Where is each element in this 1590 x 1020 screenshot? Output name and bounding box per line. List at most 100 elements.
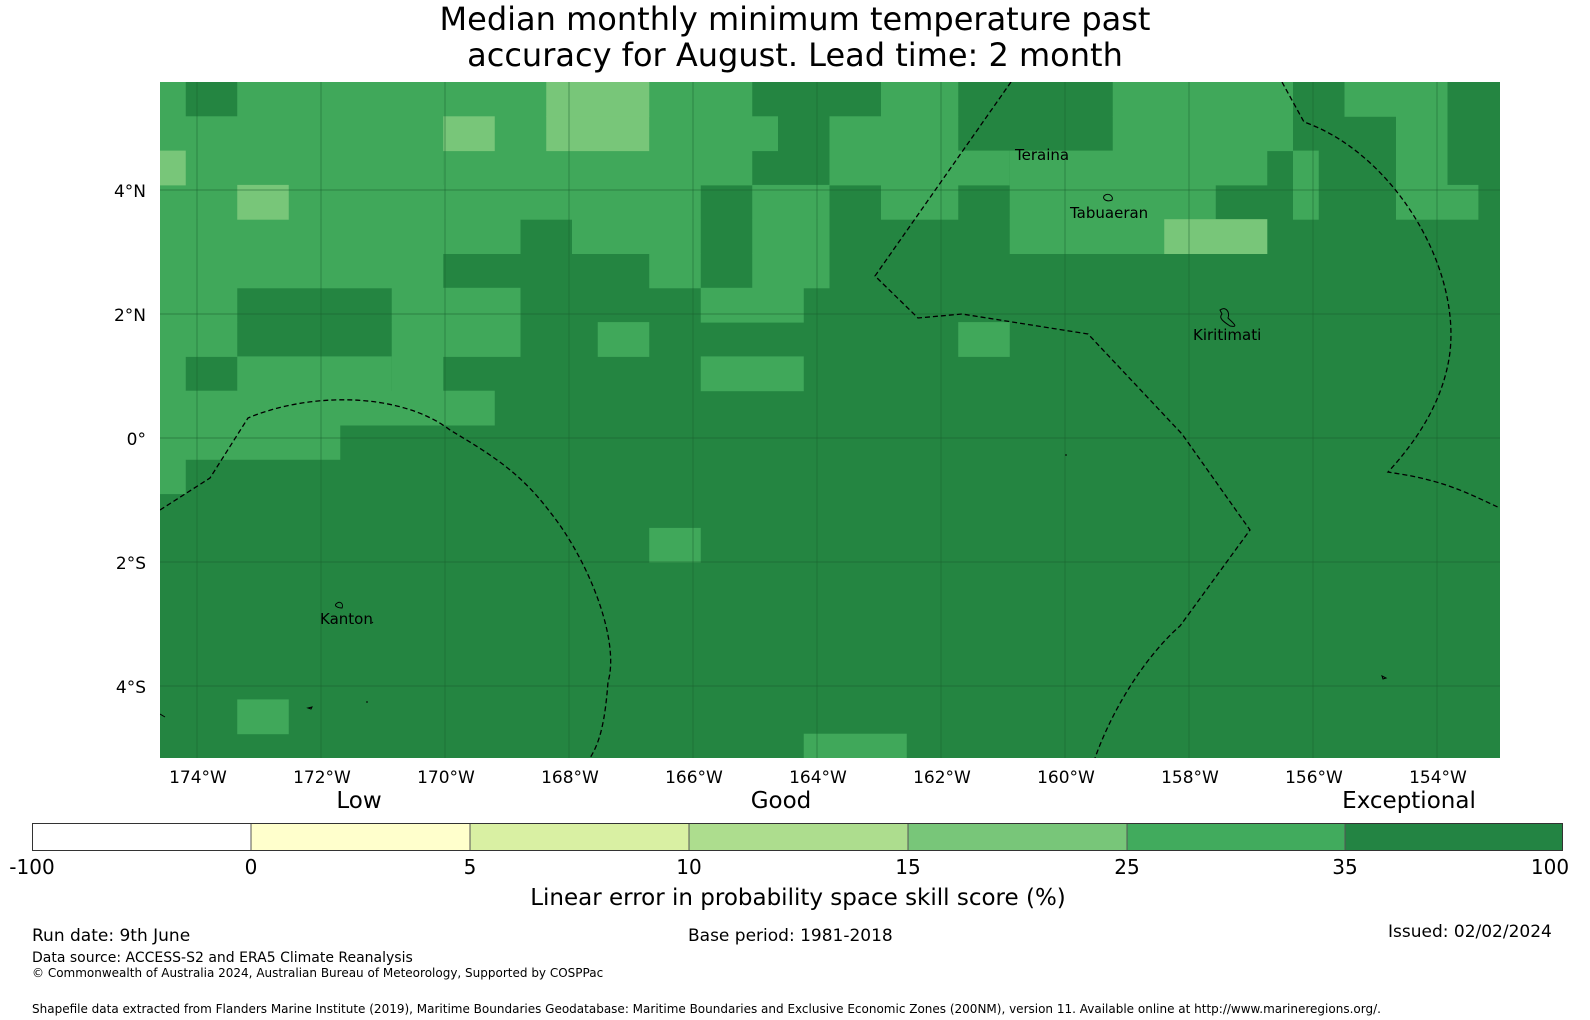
skill-score-grid-cells bbox=[160, 82, 1500, 758]
lon-tick-label: 164°W bbox=[789, 768, 847, 788]
base-period: Base period: 1981-2018 bbox=[688, 926, 893, 946]
skill-cell-25-35 bbox=[829, 150, 1010, 186]
colorbar-tick-label: 10 bbox=[676, 855, 702, 879]
skill-cell-25-35 bbox=[1009, 150, 1268, 186]
colorbar-tick-label: 100 bbox=[1530, 855, 1570, 879]
colorbar-segment bbox=[251, 823, 470, 851]
colorbar-segment bbox=[470, 823, 689, 851]
island-small-3 bbox=[1381, 675, 1388, 680]
lon-tick-label: 158°W bbox=[1161, 768, 1219, 788]
lon-tick-label: 170°W bbox=[417, 768, 475, 788]
colorbar-tick-label: 25 bbox=[1114, 855, 1140, 879]
skill-cell-25-35 bbox=[752, 219, 830, 254]
skill-cell-25-35 bbox=[160, 287, 238, 323]
data-source: Data source: ACCESS-S2 and ERA5 Climate … bbox=[32, 950, 413, 966]
island-outlines bbox=[160, 193, 1388, 718]
skill-cell-25-35 bbox=[1293, 184, 1319, 220]
skill-cell-25-35 bbox=[1293, 150, 1319, 186]
colorbar-label: Linear error in probability space skill … bbox=[530, 885, 1066, 911]
skill-cell-25-35 bbox=[881, 184, 959, 220]
colorbar-segment bbox=[908, 823, 1127, 851]
skill-cell-25-35 bbox=[237, 82, 753, 117]
lat-tick-label: 4°S bbox=[115, 678, 146, 698]
skill-cell-25-35 bbox=[752, 253, 830, 289]
skill-cell-25-35 bbox=[1396, 150, 1448, 186]
skill-cell-25-35 bbox=[700, 287, 804, 323]
issued-date: Issued: 02/02/2024 bbox=[1388, 922, 1552, 942]
skill-cell-25-35 bbox=[597, 322, 650, 357]
skill-cell-15-25 bbox=[443, 116, 495, 152]
eez-boundary-east-arc bbox=[1281, 82, 1500, 509]
colorbar-segment bbox=[1127, 823, 1345, 851]
skill-cell-25-35 bbox=[160, 253, 444, 289]
skill-cell-15-25 bbox=[546, 116, 650, 152]
lat-tick-label: 2°S bbox=[115, 554, 146, 574]
skill-cell-25-35 bbox=[1396, 116, 1448, 152]
colorbar-tick-label: 0 bbox=[244, 855, 258, 879]
lat-tick-label: 4°N bbox=[113, 182, 146, 202]
eez-boundaries bbox=[160, 82, 1500, 758]
skill-cell-15-25 bbox=[1164, 219, 1268, 254]
colorbar-segment bbox=[1345, 823, 1563, 851]
skill-cell-25-35 bbox=[649, 116, 778, 152]
island-tabuaeran bbox=[1103, 193, 1113, 202]
skill-cell-25-35 bbox=[803, 733, 907, 758]
skill-cell-25-35 bbox=[160, 219, 521, 254]
lon-tick-label: 168°W bbox=[541, 768, 599, 788]
shapefile-credit: Shapefile data extracted from Flanders M… bbox=[32, 1002, 1381, 1016]
skill-cell-15-25 bbox=[237, 184, 289, 220]
run-date: Run date: 9th June bbox=[32, 926, 191, 946]
place-label-kanton: Kanton bbox=[320, 610, 373, 628]
island-small-5 bbox=[371, 621, 374, 624]
island-kanton bbox=[335, 601, 343, 609]
eez-boundary-line-islands bbox=[874, 82, 1251, 758]
colorbar-tick-label: -100 bbox=[9, 855, 55, 879]
skill-cell-25-35 bbox=[700, 356, 804, 392]
lat-tick-label: 2°N bbox=[113, 306, 146, 326]
skill-cell-25-35 bbox=[160, 150, 444, 186]
skill-cell-25-35 bbox=[881, 82, 959, 117]
skill-cell-25-35 bbox=[160, 82, 186, 117]
skill-cell-25-35 bbox=[160, 356, 186, 392]
place-label-kiritimati: Kiritimati bbox=[1193, 326, 1261, 344]
skill-cell-25-35 bbox=[160, 390, 495, 426]
skill-cell-25-35 bbox=[1112, 82, 1293, 117]
colorbar-category-low: Low bbox=[336, 788, 382, 814]
lon-tick-label: 156°W bbox=[1285, 768, 1343, 788]
skill-cell-25-35 bbox=[829, 116, 959, 152]
skill-cell-25-35 bbox=[1009, 184, 1216, 220]
map-title-line-1: Median monthly minimum temperature past bbox=[439, 0, 1151, 38]
lon-tick-label: 160°W bbox=[1037, 768, 1095, 788]
map-title-line-2: accuracy for August. Lead time: 2 month bbox=[467, 36, 1123, 74]
colorbar-category-exceptional: Exceptional bbox=[1342, 788, 1476, 814]
lon-tick-label: 166°W bbox=[665, 768, 723, 788]
skill-cell-25-35 bbox=[649, 527, 701, 563]
skill-cell-25-35 bbox=[237, 356, 392, 392]
skill-score-map: Teraina Tabuaeran Kiritimati Kanton bbox=[160, 82, 1500, 758]
skill-cell-15-25 bbox=[546, 82, 650, 117]
skill-cell-25-35 bbox=[391, 322, 521, 357]
skill-cell-25-35 bbox=[1344, 82, 1448, 117]
skill-cell-25-35 bbox=[237, 699, 289, 735]
skill-cell-25-35 bbox=[160, 425, 341, 460]
place-label-teraina: Teraina bbox=[1014, 146, 1069, 164]
skill-cell-25-35 bbox=[443, 150, 753, 186]
skill-cell-25-35 bbox=[572, 219, 701, 254]
island-small-1 bbox=[306, 706, 313, 710]
island-kiritimati bbox=[1219, 308, 1236, 327]
lon-tick-label: 154°W bbox=[1409, 768, 1467, 788]
colorbar-segment bbox=[689, 823, 908, 851]
colorbar bbox=[32, 823, 1563, 851]
colorbar-segment bbox=[32, 823, 251, 851]
place-label-tabuaeran: Tabuaeran bbox=[1069, 204, 1148, 222]
colorbar-tick-label: 35 bbox=[1332, 855, 1358, 879]
skill-cell-15-25 bbox=[160, 150, 186, 186]
copyright: © Commonwealth of Australia 2024, Austra… bbox=[32, 966, 604, 980]
colorbar-category-good: Good bbox=[750, 788, 812, 814]
lat-tick-label: 0° bbox=[126, 430, 146, 450]
colorbar-tick-label: 5 bbox=[463, 855, 477, 879]
skill-cell-25-35 bbox=[391, 287, 521, 323]
island-small-4 bbox=[160, 713, 166, 718]
skill-cell-25-35 bbox=[752, 184, 830, 220]
skill-cell-25-35 bbox=[649, 253, 701, 289]
